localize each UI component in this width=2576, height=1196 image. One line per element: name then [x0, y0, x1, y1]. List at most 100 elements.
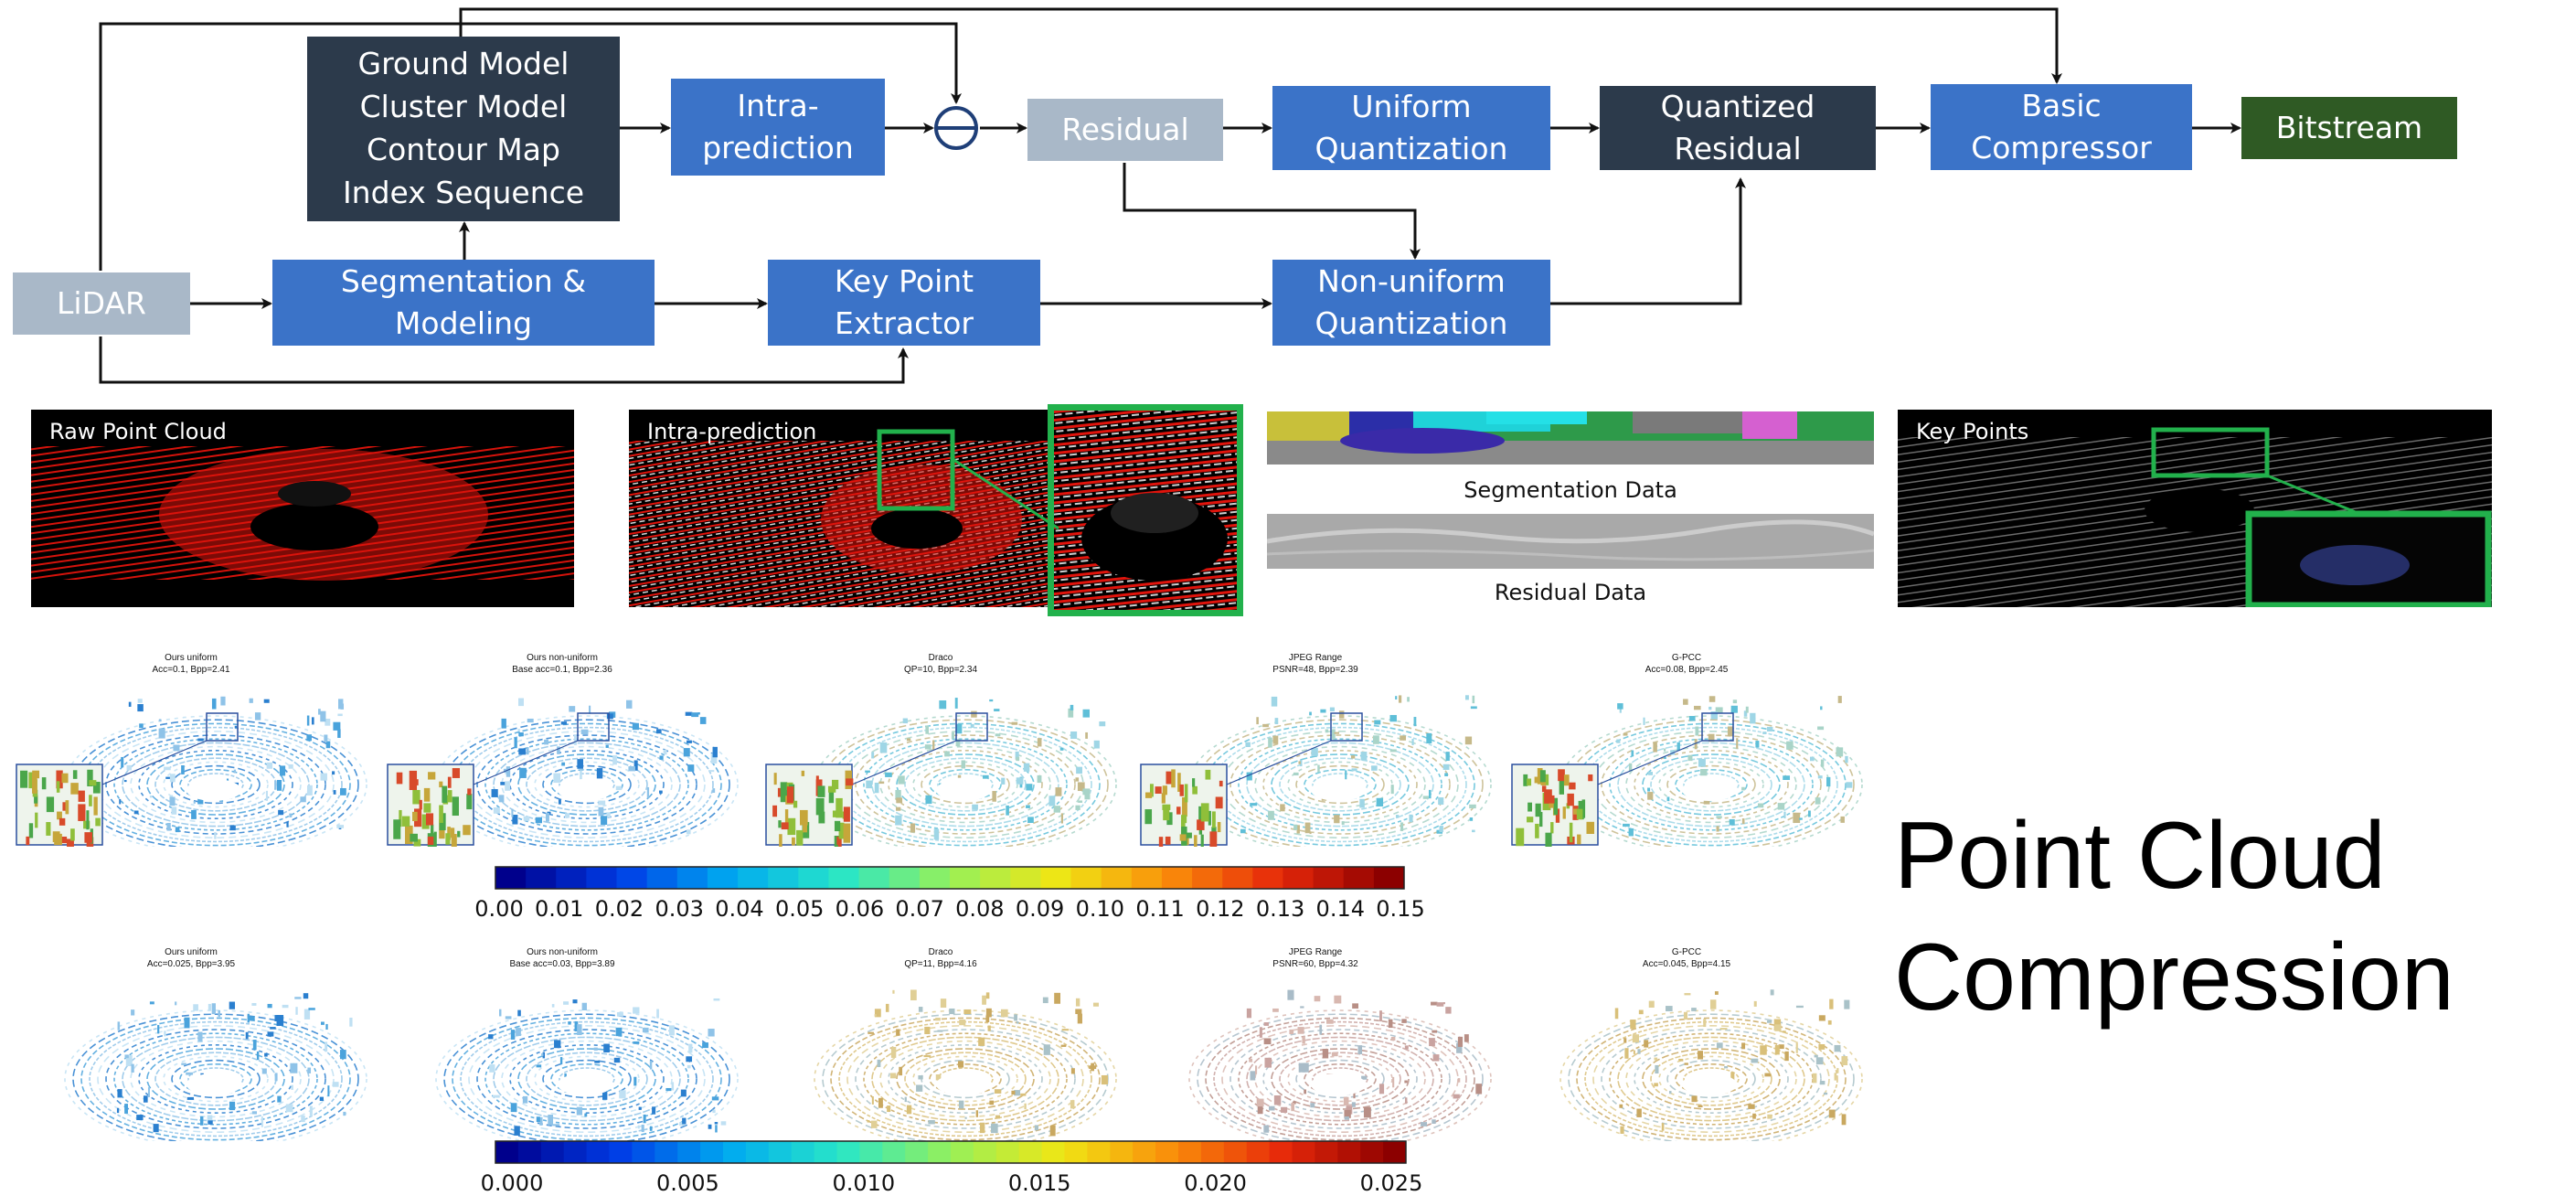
- scan-point: [1439, 826, 1443, 833]
- scan-point: [1388, 1019, 1393, 1029]
- point-cloud-render: [1188, 989, 1492, 1141]
- colorbar-cell: [677, 1141, 701, 1163]
- scan-point: [563, 1001, 569, 1005]
- sensor-blind-spot: [1682, 1073, 1737, 1095]
- scan-point: [1053, 806, 1061, 813]
- intra-prediction-image: [629, 410, 1049, 607]
- zoom-inset-point: [1192, 778, 1196, 787]
- scan-ring: [879, 1040, 1051, 1118]
- colorbar-cell: [1192, 867, 1223, 889]
- scan-ring: [493, 742, 681, 828]
- scan-ring: [1271, 1048, 1410, 1110]
- scan-point: [1445, 752, 1450, 762]
- non-uniform-quantization-box: Non-uniform Quantization: [1272, 260, 1550, 346]
- scan-point: [1297, 1027, 1304, 1034]
- scan-point: [332, 1082, 339, 1087]
- colorbar-cell: [995, 1141, 1020, 1163]
- scan-point: [957, 774, 962, 778]
- scan-point: [643, 1114, 646, 1124]
- zoom-inset-point: [1171, 769, 1176, 788]
- scan-point: [1302, 1063, 1309, 1073]
- zoom-inset-point: [837, 838, 842, 847]
- scan-point: [1470, 706, 1477, 710]
- scan-point: [321, 1021, 325, 1025]
- colorbar-tick-label: 0.14: [1315, 896, 1365, 922]
- scan-point: [197, 796, 204, 805]
- scan-point: [149, 795, 153, 798]
- scan-point: [1024, 1103, 1027, 1110]
- scan-point: [1338, 710, 1345, 719]
- scan-point: [1411, 738, 1414, 745]
- scan-ring: [1229, 1029, 1451, 1129]
- zoom-inset-point: [801, 770, 805, 776]
- scan-ring: [822, 1013, 1109, 1141]
- scan-point: [1469, 804, 1476, 809]
- zoom-inset-point: [1194, 835, 1198, 847]
- scan-point: [598, 806, 604, 817]
- scan-point: [541, 1052, 544, 1057]
- scan-point: [1709, 999, 1717, 1009]
- scan-point: [949, 1008, 955, 1015]
- comparison-plot: Draco QP=10, Bpp=2.34: [764, 653, 1117, 847]
- scan-point: [197, 1031, 203, 1042]
- colorbar-tick-label: 0.005: [656, 1170, 719, 1196]
- zoom-inset-point: [828, 790, 835, 804]
- scan-point: [1643, 717, 1645, 725]
- scan-point: [501, 718, 506, 729]
- scan-point: [488, 1034, 494, 1040]
- zoom-inset-point: [1176, 806, 1181, 815]
- scan-point: [1428, 789, 1432, 799]
- plot-title: G-PCC Acc=0.08, Bpp=2.45: [1645, 653, 1729, 675]
- scan-point: [200, 1116, 204, 1126]
- scan-point: [989, 1100, 995, 1105]
- colorbar-cell: [791, 1141, 815, 1163]
- scan-ring: [1279, 757, 1401, 812]
- scan-point: [1826, 776, 1831, 787]
- scan-point: [325, 741, 331, 749]
- scan-point: [325, 1041, 328, 1052]
- scan-point: [1846, 782, 1853, 788]
- scan-ring: [460, 1020, 714, 1137]
- scan-point: [1281, 1106, 1288, 1113]
- scan-point: [605, 744, 609, 748]
- colorbar-tick-label: 0.08: [955, 896, 1005, 922]
- zoom-inset-point: [78, 804, 86, 821]
- scan-ring: [146, 753, 285, 816]
- scan-point: [1695, 726, 1699, 736]
- scan-point: [175, 1001, 177, 1006]
- scan-point: [1472, 695, 1475, 704]
- scan-point: [1016, 1021, 1019, 1024]
- colorbar-top: [495, 866, 1405, 890]
- scan-point: [1325, 729, 1329, 733]
- zoom-connector: [101, 740, 208, 785]
- scan-point: [1820, 706, 1823, 710]
- scan-point: [1287, 989, 1294, 1000]
- scan-point: [1274, 718, 1279, 724]
- scan-point: [1249, 1058, 1253, 1063]
- scan-point: [1666, 1006, 1673, 1012]
- colorbar-cell: [814, 1141, 837, 1163]
- scan-point: [1741, 818, 1745, 825]
- scan-point: [1464, 736, 1473, 745]
- scan-point: [124, 1104, 128, 1114]
- scan-point: [511, 808, 514, 817]
- scan-point: [985, 1015, 990, 1023]
- zoom-inset-point: [84, 832, 93, 843]
- scan-point: [116, 1107, 120, 1114]
- scan-point: [535, 817, 543, 824]
- zoom-inset-point: [1215, 796, 1223, 809]
- colorbar-tick-label: 0.12: [1196, 896, 1245, 922]
- scan-point: [1632, 1034, 1640, 1043]
- scan-point: [288, 764, 293, 769]
- scan-point: [649, 1126, 653, 1131]
- zoom-inset-point: [1179, 784, 1184, 796]
- scan-ring: [146, 1048, 285, 1110]
- scan-point: [1817, 775, 1823, 779]
- scan-point: [164, 766, 171, 771]
- plot-title: Ours non-uniform Base acc=0.1, Bpp=2.36: [512, 653, 612, 675]
- scan-point: [1345, 770, 1347, 780]
- scan-point: [1752, 1113, 1756, 1119]
- scan-point: [1770, 989, 1774, 996]
- colorbar-tick-label: 0.05: [774, 896, 825, 922]
- colorbar-cell: [586, 1141, 610, 1163]
